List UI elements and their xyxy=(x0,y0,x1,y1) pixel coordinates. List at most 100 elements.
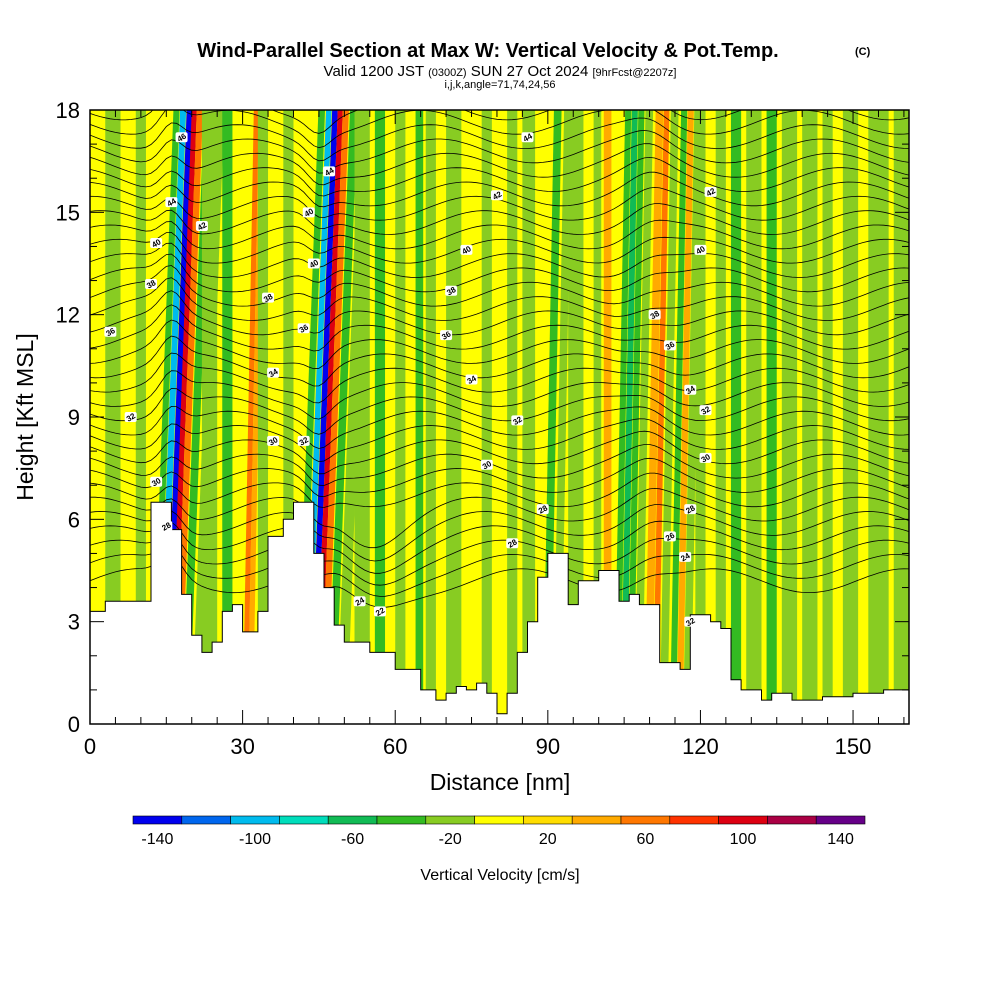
y-tick-label: 15 xyxy=(56,200,80,225)
contour-label-bg xyxy=(465,374,478,385)
theta-contour xyxy=(90,370,909,420)
theta-contour xyxy=(90,504,909,562)
theta-contour xyxy=(90,554,909,608)
contour-label-bg xyxy=(511,415,524,426)
colorbar-swatch xyxy=(279,815,329,825)
velocity-band xyxy=(222,110,233,724)
theta-contour xyxy=(90,171,909,208)
colorbar-tick-label: 100 xyxy=(730,831,757,848)
colorbar-swatch xyxy=(767,815,817,825)
colorbar-swatch xyxy=(327,815,378,825)
y-tick-label: 6 xyxy=(68,507,80,532)
x-tick-label: 90 xyxy=(536,734,560,759)
theta-contour xyxy=(90,487,909,549)
velocity-band xyxy=(415,110,424,724)
theta-contour xyxy=(90,290,909,336)
theta-contour xyxy=(90,156,909,197)
contour-label-bg xyxy=(684,504,697,515)
colorbar-tick-label: 20 xyxy=(539,831,557,848)
valid-time-label: Valid 1200 JST xyxy=(324,63,424,80)
plot-area: 4644403842363230283834303632404044242244… xyxy=(90,110,909,724)
velocity-band xyxy=(634,110,654,724)
velocity-band xyxy=(327,110,358,724)
contour-label-bg xyxy=(694,244,707,255)
contour-label-bg xyxy=(175,132,188,143)
theta-contour xyxy=(90,430,909,475)
velocity-band xyxy=(395,110,406,724)
velocity-band xyxy=(868,110,889,724)
contour-label-bg xyxy=(323,166,336,177)
velocity-band xyxy=(481,110,492,724)
theta-contour xyxy=(90,520,909,574)
y-tick-label: 12 xyxy=(56,303,80,328)
velocity-band xyxy=(781,110,798,724)
velocity-band xyxy=(242,110,259,724)
theta-contour xyxy=(90,352,909,404)
theta-contour xyxy=(90,335,909,387)
chart-title: Wind-Parallel Section at Max W: Vertical… xyxy=(197,40,778,62)
y-axis-label: Height [Kft MSL] xyxy=(12,333,38,500)
colorbar-tick-label: -60 xyxy=(341,831,364,848)
y-tick-label: 9 xyxy=(68,405,80,430)
theta-contour xyxy=(90,265,909,307)
contour-label-bg xyxy=(536,504,549,515)
forecast-label: [9hrFcst@2207z] xyxy=(593,67,677,79)
contour-label-bg xyxy=(373,606,386,617)
colorbar-tick-label: -20 xyxy=(439,831,462,848)
velocity-band xyxy=(669,110,688,724)
x-tick-label: 30 xyxy=(230,734,254,759)
colorbar-swatch xyxy=(230,815,280,825)
theta-contour xyxy=(90,231,909,264)
x-tick-label: 0 xyxy=(84,734,96,759)
contour-label-bg xyxy=(160,521,173,532)
contour-label-bg xyxy=(297,323,310,334)
colorbar-swatch xyxy=(376,815,427,825)
contour-label-bg xyxy=(699,405,712,416)
contour-label-bg xyxy=(307,258,320,269)
contour-labels: 4644403842363230283834303632404044242244… xyxy=(104,131,717,628)
contour-label-bg xyxy=(145,278,158,289)
contour-label-bg xyxy=(165,197,178,208)
colorbar-tick-label: -100 xyxy=(239,831,271,848)
contour-label-bg xyxy=(679,551,692,562)
velocity-band xyxy=(374,110,386,724)
x-tick-label: 150 xyxy=(835,734,872,759)
contour-label-bg xyxy=(124,412,137,422)
velocity-band xyxy=(627,110,645,724)
contour-label-bg xyxy=(648,309,661,320)
theta-contour xyxy=(90,110,909,134)
contour-label-bg xyxy=(267,435,280,446)
velocity-band xyxy=(730,110,742,724)
colorbar-tick-label: -140 xyxy=(141,831,173,848)
theta-contour xyxy=(90,532,909,586)
velocity-band xyxy=(135,110,146,724)
colorbar-tick-label: 140 xyxy=(827,831,854,848)
theta-contour xyxy=(90,543,909,597)
theta-contour xyxy=(90,472,909,508)
theta-contour xyxy=(90,304,909,352)
theta-contour xyxy=(90,388,909,435)
subtitle: Valid 1200 JST (0300Z) SUN 27 Oct 2024 [… xyxy=(324,63,677,80)
velocity-band xyxy=(644,110,664,724)
x-axis-label: Distance [nm] xyxy=(430,769,571,795)
colorbar-swatch xyxy=(620,815,671,825)
colorbar-swatch xyxy=(815,815,866,825)
y-tick-label: 0 xyxy=(68,712,80,737)
velocity-band xyxy=(320,110,349,724)
contour-label-bg xyxy=(460,244,473,255)
theta-contour xyxy=(90,129,909,174)
contour-label-bg xyxy=(663,340,676,351)
contour-label-bg xyxy=(663,531,676,542)
x-axis: 0 30 60 90 120 150 xyxy=(84,110,905,759)
velocity-band xyxy=(652,110,670,724)
colorbar-swatch xyxy=(523,815,573,825)
contour-label-bg xyxy=(297,435,310,446)
contour-label-bg xyxy=(302,207,315,218)
colorbar-swatch xyxy=(181,815,231,825)
y-tick-label: 18 xyxy=(56,98,80,123)
velocity-band xyxy=(746,110,762,724)
velocity-band xyxy=(257,110,269,724)
y-axis: 0 3 6 9 12 15 18 xyxy=(56,98,909,737)
velocity-band xyxy=(354,110,370,724)
